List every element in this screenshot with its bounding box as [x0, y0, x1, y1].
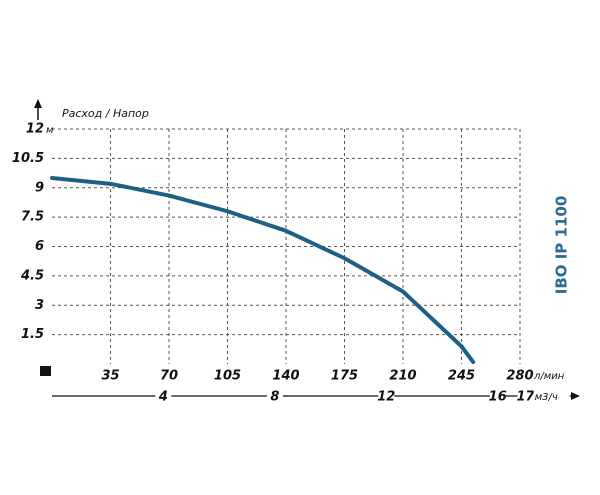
x-tick-label: 140	[272, 369, 299, 384]
x2-tick-bg	[266, 388, 283, 404]
x-unit: л/мин	[533, 371, 565, 382]
x-tick-label: 70	[160, 369, 178, 384]
x2-tick-label: 4	[158, 390, 168, 405]
y-tick-label: 9	[35, 180, 44, 195]
y-tick-label: 3	[35, 298, 44, 313]
y-unit: м	[46, 125, 54, 136]
y-tick-label: 7.5	[21, 210, 44, 225]
y-tick-label: 4.5	[20, 268, 44, 283]
y-tick-label: 12	[26, 122, 44, 137]
x2-tick-bg	[155, 388, 172, 404]
x-tick-label: 35	[101, 369, 119, 384]
x2-tick-label: 8	[270, 390, 279, 405]
x-tick-label: 105	[214, 369, 241, 384]
y-tick-label: 6	[35, 239, 44, 254]
y-tick-label: 1.5	[21, 327, 44, 342]
x2-arrow-head	[571, 392, 580, 400]
chart-title: Расход / Напор	[62, 107, 149, 120]
x2-tick-bg	[378, 388, 395, 404]
x-tick-label: 210	[389, 369, 416, 384]
y-tick-label: 10.5	[12, 151, 44, 166]
x2-tick-bg	[489, 388, 506, 404]
x2-tick-label: 17	[517, 390, 536, 405]
x-tick-label: 280	[506, 369, 533, 384]
y-arrow-head	[34, 99, 42, 108]
origin-marker	[40, 366, 51, 376]
x2-tick-label: 12	[377, 390, 395, 405]
model-label: IBO IP 1100	[553, 196, 571, 295]
x-tick-label: 245	[448, 369, 475, 384]
x2-unit: м3/ч	[535, 392, 558, 403]
x2-tick-label: 16	[489, 390, 507, 405]
x-tick-label: 175	[331, 369, 358, 384]
curve	[50, 175, 476, 365]
x2-unit-bg	[533, 388, 570, 404]
x2-tick-bg	[517, 388, 534, 404]
